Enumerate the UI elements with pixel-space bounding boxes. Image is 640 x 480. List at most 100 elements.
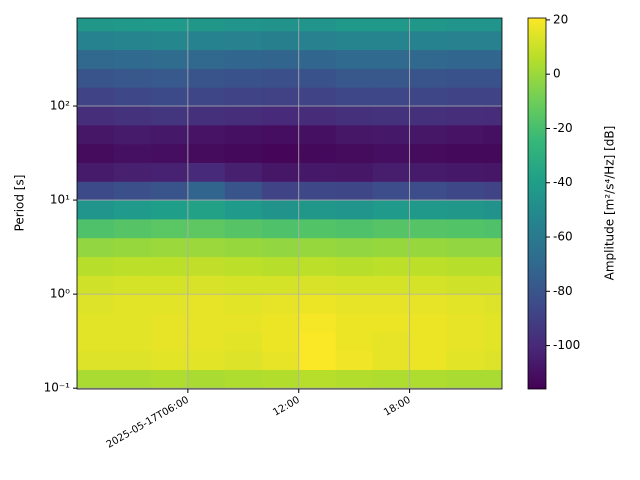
heatmap-cell	[113, 124, 152, 145]
heatmap-cell	[335, 350, 374, 370]
heatmap-cell	[446, 181, 485, 201]
y-tick-label: 10¹	[50, 193, 70, 207]
heatmap-cell	[150, 87, 189, 107]
heatmap-cell	[113, 87, 152, 107]
heatmap-cell	[261, 181, 300, 201]
heatmap-cell	[446, 350, 485, 370]
heatmap-cell	[150, 162, 189, 182]
heatmap-cell	[372, 162, 411, 182]
heatmap-cell	[409, 30, 448, 51]
heatmap-cell	[261, 18, 300, 32]
heatmap-cell	[298, 124, 337, 145]
heatmap-cell	[409, 294, 448, 314]
heatmap-cell	[372, 181, 411, 201]
heatmap-cell	[335, 200, 374, 220]
heatmap-cell	[150, 18, 189, 32]
heatmap-cell	[187, 275, 226, 295]
heatmap-cell	[77, 68, 115, 88]
heatmap-cell	[261, 312, 300, 333]
heatmap-cell	[187, 49, 226, 69]
heatmap-cell	[446, 143, 485, 163]
heatmap-cell	[298, 275, 337, 295]
heatmap-cell	[187, 331, 226, 352]
colorbar-tick-label: -100	[553, 338, 580, 352]
heatmap-cell	[446, 369, 485, 389]
heatmap-cell	[150, 331, 189, 352]
heatmap-cell	[261, 87, 300, 107]
heatmap-cell	[335, 143, 374, 163]
heatmap-cell	[372, 256, 411, 276]
heatmap-cell	[298, 350, 337, 370]
heatmap-cell	[113, 162, 152, 182]
heatmap-cell	[409, 312, 448, 333]
heatmap-cell	[261, 162, 300, 182]
heatmap-cell	[261, 237, 300, 258]
heatmap-cell	[224, 275, 263, 295]
heatmap-cell	[187, 256, 226, 276]
heatmap-cell	[372, 237, 411, 258]
heatmap-cell	[113, 68, 152, 88]
plot-frame	[76, 17, 503, 390]
heatmap-cell	[224, 162, 263, 182]
heatmap-cell	[187, 68, 226, 88]
heatmap-cell	[113, 18, 152, 32]
heatmap-cell	[77, 181, 115, 201]
heatmap-cell	[224, 369, 263, 389]
heatmap-cell	[77, 143, 115, 163]
heatmap-cell	[409, 369, 448, 389]
heatmap-cell	[483, 49, 502, 69]
heatmap-cell	[224, 237, 263, 258]
heatmap-cell	[261, 350, 300, 370]
heatmap-cell	[483, 162, 502, 182]
heatmap-cell	[261, 218, 300, 239]
heatmap-cell	[298, 200, 337, 220]
heatmap-cell	[483, 181, 502, 201]
heatmap-cell	[77, 237, 115, 258]
heatmap-cell	[335, 237, 374, 258]
heatmap-cell	[77, 87, 115, 107]
heatmap-cell	[372, 87, 411, 107]
heatmap-cell	[409, 237, 448, 258]
heatmap-cell	[446, 275, 485, 295]
heatmap-cell	[446, 256, 485, 276]
heatmap-cell	[298, 68, 337, 88]
colorbar-tick-label: -80	[553, 284, 573, 298]
heatmap-cell	[483, 143, 502, 163]
heatmap-cell	[187, 18, 226, 32]
heatmap-cell	[409, 275, 448, 295]
heatmap-cell	[298, 331, 337, 352]
heatmap-cell	[446, 87, 485, 107]
heatmap-cell	[187, 218, 226, 239]
heatmap-cell	[224, 49, 263, 69]
heatmap-cell	[113, 331, 152, 352]
heatmap-cell	[224, 143, 263, 163]
heatmap-cell	[187, 369, 226, 389]
heatmap-cell	[446, 162, 485, 182]
heatmap-cell	[335, 331, 374, 352]
heatmap-cell	[77, 294, 115, 314]
heatmap-cell	[409, 124, 448, 145]
heatmap-cell	[187, 143, 226, 163]
heatmap-cell	[187, 350, 226, 370]
y-axis-label: Period [s]	[13, 175, 27, 232]
heatmap-cell	[409, 87, 448, 107]
heatmap-cell	[446, 200, 485, 220]
heatmap-cell	[113, 237, 152, 258]
heatmap-cell	[446, 18, 485, 32]
heatmap-cell	[261, 106, 300, 126]
heatmap-cell	[335, 256, 374, 276]
heatmap-cell	[372, 18, 411, 32]
heatmap-cell	[335, 49, 374, 69]
heatmap-cell	[335, 275, 374, 295]
heatmap-cell	[77, 200, 115, 220]
heatmap-cell	[483, 18, 502, 32]
heatmap-cell	[224, 331, 263, 352]
heatmap-cell	[298, 162, 337, 182]
heatmap-cell	[335, 68, 374, 88]
heatmap-cell	[77, 106, 115, 126]
heatmap-cell	[150, 256, 189, 276]
heatmap-cell	[372, 369, 411, 389]
heatmap-cell	[261, 294, 300, 314]
heatmap-cell	[483, 218, 502, 239]
